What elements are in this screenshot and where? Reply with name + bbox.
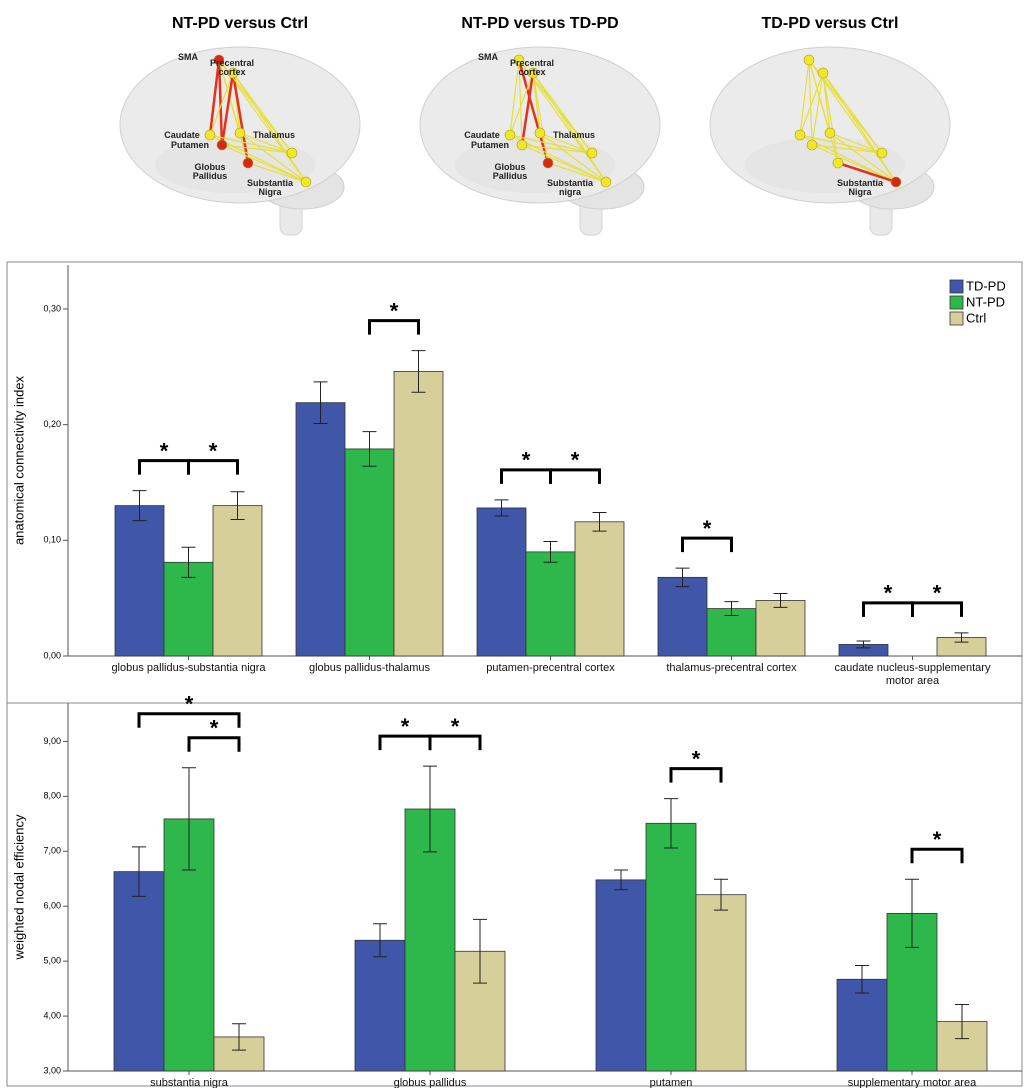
node-label: Substantia nigra <box>540 179 600 197</box>
bar <box>296 403 345 656</box>
brain-node <box>804 55 814 65</box>
y-tick-label: 9,00 <box>43 736 61 746</box>
significance-label: * <box>451 714 460 739</box>
y-tick-label: 0,10 <box>43 535 61 545</box>
legend-swatch <box>950 296 963 309</box>
x-tick-label: caudate nucleus-supplementary motor area <box>822 662 1003 688</box>
node-label: Caudate <box>152 131 212 140</box>
x-tick-label: supplementary motor area <box>792 1077 1024 1088</box>
panel-title: NT-PD versus TD-PD <box>461 15 618 32</box>
brain-node <box>818 68 828 78</box>
bar <box>115 506 164 656</box>
significance-label: * <box>571 448 580 473</box>
x-tick-label: globus pallidus <box>310 1077 551 1088</box>
node-label: Globus Pallidus <box>480 163 540 181</box>
y-tick-label: 8,00 <box>43 791 61 801</box>
brain-node <box>795 130 805 140</box>
node-label: Precentral cortex <box>202 59 262 77</box>
bar <box>355 940 405 1071</box>
brain-node <box>543 158 553 168</box>
y-tick-label: 7,00 <box>43 846 61 856</box>
brain-node <box>877 148 887 158</box>
brain-node <box>287 148 297 158</box>
significance-label: * <box>703 516 712 541</box>
brain-node <box>301 177 311 187</box>
legend-label: TD-PD <box>966 278 1006 293</box>
y-tick-label: 0,20 <box>43 419 61 429</box>
legend-swatch <box>950 312 963 325</box>
brain-node <box>243 158 253 168</box>
bar <box>658 577 707 656</box>
significance-label: * <box>692 746 701 771</box>
significance-label: * <box>210 716 219 741</box>
bar <box>394 371 443 656</box>
legend-label: Ctrl <box>966 310 986 325</box>
x-tick-label: globus pallidus-thalamus <box>279 662 460 675</box>
significance-label: * <box>209 438 218 463</box>
significance-label: * <box>185 692 194 717</box>
y-tick-label: 5,00 <box>43 956 61 966</box>
bar <box>696 895 746 1071</box>
node-label: Putamen <box>460 141 520 150</box>
x-tick-label: globus pallidus-substantia nigra <box>98 662 279 675</box>
x-tick-label: putamen-precentral cortex <box>460 662 641 675</box>
x-tick-label: putamen <box>551 1077 792 1088</box>
y-tick-label: 0,00 <box>43 650 61 660</box>
bar <box>213 506 262 656</box>
significance-label: * <box>160 438 169 463</box>
bar <box>477 508 526 656</box>
y-tick-label: 6,00 <box>43 901 61 911</box>
significance-label: * <box>933 827 942 852</box>
y-axis-title: anatomical connectivity index <box>11 375 26 545</box>
bar <box>526 552 575 656</box>
significance-label: * <box>884 581 893 606</box>
brain-node <box>807 140 817 150</box>
figure: NT-PD versus Ctrl NT-PD versus TD-PD TD-PD… <box>0 0 1024 1088</box>
node-label: Thalamus <box>244 131 304 140</box>
brain-node <box>601 177 611 187</box>
y-axis-title: weighted nodal efficiency <box>11 814 26 961</box>
node-label: Substantia Nigra <box>830 179 890 197</box>
brain-node <box>891 177 901 187</box>
y-tick-label: 3,00 <box>43 1065 61 1075</box>
node-label: Putamen <box>160 141 220 150</box>
y-tick-label: 4,00 <box>43 1010 61 1020</box>
significance-label: * <box>390 298 399 323</box>
node-label: Precentral cortex <box>502 59 562 77</box>
node-label: Globus Pallidus <box>180 163 240 181</box>
bar <box>575 522 624 656</box>
bar <box>345 449 394 656</box>
legend-swatch <box>950 280 963 293</box>
brain-node <box>825 128 835 138</box>
panel-title: NT-PD versus Ctrl <box>172 15 308 32</box>
node-label: Caudate <box>452 131 512 140</box>
y-tick-label: 0,30 <box>43 303 61 313</box>
bar <box>646 823 696 1071</box>
brain-node <box>587 148 597 158</box>
significance-label: * <box>401 714 410 739</box>
bar <box>114 872 164 1071</box>
panel-title: TD-PD versus Ctrl <box>762 15 899 32</box>
legend-label: NT-PD <box>966 294 1005 309</box>
brain-node <box>833 158 843 168</box>
significance-label: * <box>522 448 531 473</box>
significance-label: * <box>933 581 942 606</box>
bar <box>756 600 805 656</box>
x-tick-label: substantia nigra <box>69 1077 310 1088</box>
node-label: Thalamus <box>544 131 604 140</box>
bar <box>596 880 646 1071</box>
x-tick-label: thalamus-precentral cortex <box>641 662 822 675</box>
node-label: Substantia Nigra <box>240 179 300 197</box>
